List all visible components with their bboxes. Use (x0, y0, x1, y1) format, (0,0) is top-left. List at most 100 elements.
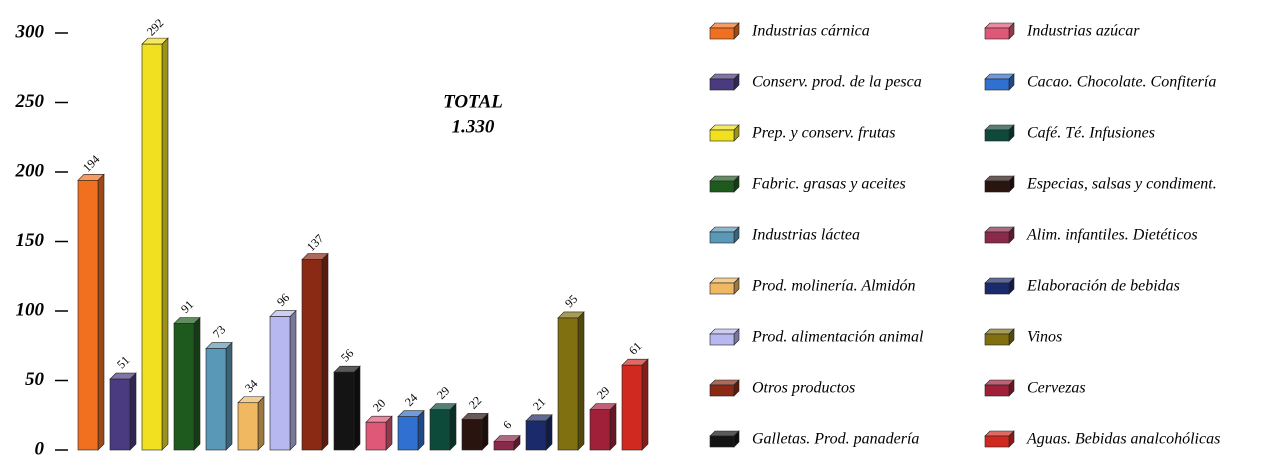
value-label: 91 (178, 297, 196, 315)
bar-side (193, 316, 201, 451)
legend-entry: Fabric. grasas y aceites (709, 175, 906, 193)
bar (333, 365, 361, 451)
value-label: 137 (304, 231, 327, 254)
legend-entry: Aguas. Bebidas analcohólicas (984, 430, 1220, 448)
bar (557, 311, 585, 451)
bar-front (621, 364, 643, 451)
legend-entry: Cacao. Chocolate. Confitería (984, 73, 1216, 91)
value-label: 22 (466, 393, 484, 411)
legend-entry: Prod. molinería. Almidón (709, 277, 916, 295)
legend-swatch (709, 78, 735, 91)
bar (269, 309, 297, 451)
value-label: 6 (500, 418, 514, 432)
bar (77, 173, 105, 451)
bar-side (321, 252, 329, 451)
legend-swatch (709, 180, 735, 193)
value-label: 194 (80, 152, 103, 175)
value-label: 51 (114, 353, 132, 371)
legend-swatch (984, 27, 1010, 40)
y-tick-label: 100 (16, 299, 45, 320)
bar-side (609, 402, 617, 451)
bar-front (173, 323, 195, 451)
legend-label: Alim. infantiles. Dietéticos (1026, 227, 1198, 244)
legend-entry: Prep. y conserv. frutas (709, 124, 896, 142)
legend-swatch (984, 384, 1010, 397)
legend-swatch (984, 78, 1010, 91)
legend-entry: Café. Té. Infusiones (984, 124, 1155, 142)
bar (237, 396, 265, 451)
bar-front (429, 409, 451, 451)
legend-label: Galletas. Prod. panadería (752, 431, 919, 448)
legend-entry: Industrias azúcar (984, 22, 1140, 40)
legend-entry: Galletas. Prod. panadería (709, 430, 919, 448)
annotation: TOTAL (443, 91, 503, 112)
bar-front (365, 421, 387, 451)
legend-label: Café. Té. Infusiones (1027, 125, 1155, 142)
value-label: 29 (594, 384, 612, 402)
bar (493, 434, 521, 451)
legend-swatch (709, 27, 735, 40)
legend-label: Industrias azúcar (1026, 23, 1140, 40)
bar-front (301, 259, 323, 451)
bar (525, 414, 553, 451)
bar (429, 402, 457, 451)
legend-swatch (984, 333, 1010, 346)
legend-entry: Vinos (984, 328, 1062, 346)
legend-label: Industrias cárnica (751, 23, 870, 40)
bar-side (225, 341, 233, 451)
legend-entry: Industrias láctea (709, 226, 860, 244)
legend-swatch (709, 129, 735, 142)
value-label: 96 (274, 290, 292, 308)
bar-front (493, 441, 515, 451)
value-label: 29 (434, 384, 452, 402)
bar-front (557, 317, 579, 451)
bar-side (161, 37, 169, 451)
legend-swatch (709, 384, 735, 397)
legend-label: Prod. alimentación animal (751, 329, 924, 346)
y-tick-label: 0 (35, 438, 45, 459)
bar-front (525, 420, 547, 451)
bar-side (353, 365, 361, 451)
legend-label: Fabric. grasas y aceites (751, 176, 906, 193)
value-label: 61 (626, 339, 644, 357)
legend-swatch (984, 231, 1010, 244)
bar-front (397, 416, 419, 451)
legend-label: Vinos (1027, 329, 1062, 346)
bar (141, 37, 169, 451)
legend-entry: Alim. infantiles. Dietéticos (984, 226, 1198, 244)
bar-side (257, 396, 265, 451)
legend-entry: Conserv. prod. de la pesca (709, 73, 922, 91)
bar-side (289, 309, 297, 451)
legend-entry: Elaboración de bebidas (984, 277, 1180, 295)
legend-swatch (709, 231, 735, 244)
y-tick-label: 200 (15, 160, 45, 181)
bar (205, 341, 233, 451)
bar-side (417, 409, 425, 451)
legend-swatch (709, 435, 735, 448)
bar-front (77, 180, 99, 451)
y-tick-label: 50 (25, 369, 45, 390)
bar-front (461, 419, 483, 451)
value-label: 292 (144, 16, 167, 39)
legend-swatch (709, 282, 735, 295)
value-label: 73 (210, 322, 228, 340)
legend-swatch (984, 180, 1010, 193)
bar (397, 409, 425, 451)
legend-label: Especias, salsas y condiment. (1026, 176, 1217, 193)
legend-label: Prep. y conserv. frutas (751, 125, 896, 142)
legend-label: Conserv. prod. de la pesca (752, 74, 922, 91)
legend-swatch (709, 333, 735, 346)
legend-label: Prod. molinería. Almidón (751, 278, 916, 295)
bar-side (577, 311, 585, 451)
y-tick-label: 300 (15, 21, 45, 42)
legend-entry: Otros productos (709, 379, 855, 397)
legend-entry: Industrias cárnica (709, 22, 870, 40)
y-tick-label: 150 (16, 230, 45, 251)
legend-label: Industrias láctea (751, 227, 860, 244)
legend-entry: Cervezas (984, 379, 1086, 397)
bar (365, 415, 393, 451)
bar (621, 358, 649, 451)
value-label: 56 (338, 346, 356, 364)
bar-side (97, 173, 105, 451)
